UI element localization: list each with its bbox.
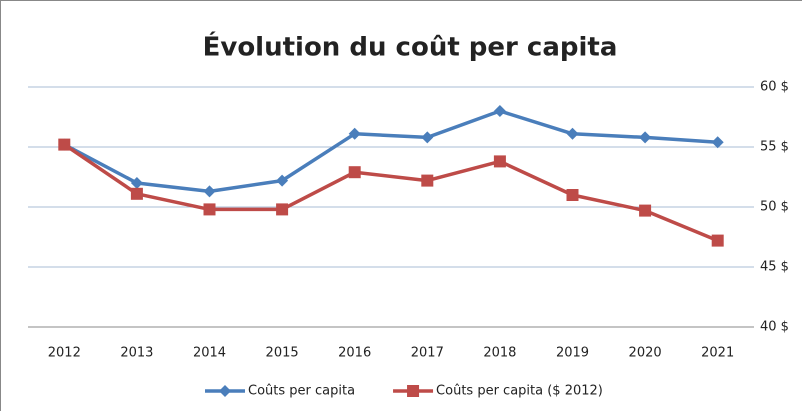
marker [276,203,289,216]
marker [566,127,579,140]
legend-label: Coûts per capita [248,384,355,399]
marker [203,203,216,216]
x-tick-label: 2012 [48,346,81,361]
x-tick-label: 2019 [556,346,589,361]
marker [219,385,231,397]
x-tick-label: 2018 [483,346,516,361]
x-tick-label: 2014 [193,346,226,361]
marker [348,127,361,140]
marker [203,185,216,198]
chart-title: Évolution du coût per capita [203,31,618,63]
legend-label: Coûts per capita ($ 2012) [436,384,603,399]
marker [130,177,143,189]
x-tick-label: 2020 [629,346,662,361]
x-tick-label: 2016 [338,346,371,361]
marker [407,385,420,397]
series-line [63,143,719,243]
marker [58,138,71,151]
y-tick-label: 60 $ [760,80,789,95]
x-tick-label: 2021 [701,346,734,361]
y-tick-label: 55 $ [760,140,789,155]
series-line [63,109,718,194]
x-tick-label: 2015 [266,346,299,361]
marker [421,174,434,187]
marker [566,189,579,201]
x-tick-label: 2013 [120,346,153,361]
marker [493,155,506,168]
marker [711,136,724,149]
marker [493,105,506,117]
marker [639,204,652,217]
x-tick-label: 2017 [411,346,444,361]
y-tick-label: 45 $ [760,260,789,275]
y-tick-label: 40 $ [760,320,789,335]
marker [130,187,143,200]
marker [276,174,289,187]
marker [348,166,361,179]
marker [421,131,434,144]
marker [711,234,724,247]
marker [639,131,652,144]
y-tick-label: 50 $ [760,200,789,215]
